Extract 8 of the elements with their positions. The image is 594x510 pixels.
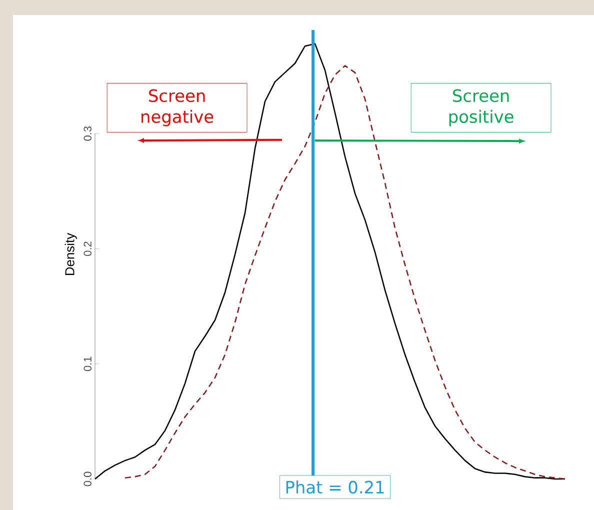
y-tick-label: 0.0 — [84, 472, 92, 486]
y-tick-label: 0.3 — [84, 126, 92, 141]
y-tick-label: 0.2 — [84, 242, 92, 256]
y-tick-label: 0.1 — [84, 356, 92, 372]
y-axis-title: Density — [64, 232, 77, 276]
annotation: Screen negative — [142, 89, 214, 126]
annotation: Screen positive — [449, 89, 514, 126]
text: Phat = 0.21 — [286, 480, 384, 494]
